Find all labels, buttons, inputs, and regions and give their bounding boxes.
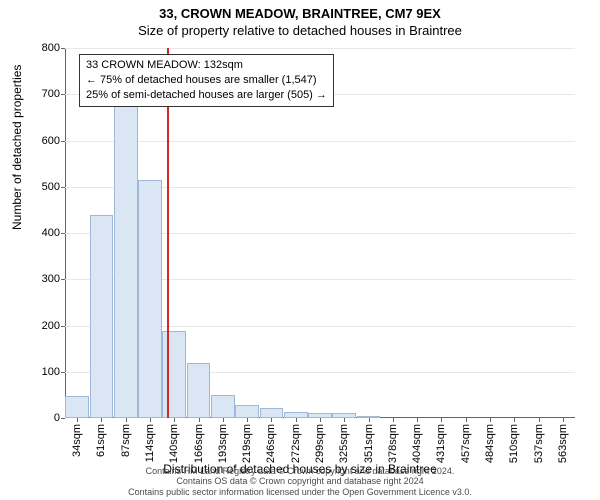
gridline bbox=[65, 48, 575, 49]
gridline bbox=[65, 141, 575, 142]
xtick-label: 510sqm bbox=[508, 424, 520, 463]
ytick-label: 0 bbox=[20, 412, 60, 424]
xtick-mark bbox=[344, 418, 345, 422]
xtick-label: 299sqm bbox=[314, 424, 326, 463]
xtick-mark bbox=[393, 418, 394, 422]
xtick-mark bbox=[223, 418, 224, 422]
histogram-bar bbox=[211, 395, 235, 418]
histogram-bar bbox=[65, 396, 89, 418]
xtick-mark bbox=[199, 418, 200, 422]
xtick-mark bbox=[441, 418, 442, 422]
xtick-mark bbox=[271, 418, 272, 422]
xtick-mark bbox=[101, 418, 102, 422]
xtick-label: 404sqm bbox=[411, 424, 423, 463]
histogram-bar bbox=[138, 180, 162, 418]
xtick-label: 272sqm bbox=[290, 424, 302, 463]
annotation-line: 25% of semi-detached houses are larger (… bbox=[86, 88, 327, 103]
histogram-bar bbox=[187, 363, 211, 419]
xtick-label: 193sqm bbox=[217, 424, 229, 463]
xtick-label: 61sqm bbox=[95, 424, 107, 457]
xtick-label: 431sqm bbox=[435, 424, 447, 463]
xtick-mark bbox=[150, 418, 151, 422]
histogram-bar bbox=[162, 331, 186, 418]
ytick-label: 700 bbox=[20, 88, 60, 100]
xtick-label: 537sqm bbox=[533, 424, 545, 463]
xtick-label: 457sqm bbox=[460, 424, 472, 463]
xtick-mark bbox=[320, 418, 321, 422]
plot-area: 33 CROWN MEADOW: 132sqm← 75% of detached… bbox=[65, 48, 575, 418]
ytick-label: 400 bbox=[20, 227, 60, 239]
xtick-label: 219sqm bbox=[241, 424, 253, 463]
xtick-mark bbox=[126, 418, 127, 422]
xtick-label: 246sqm bbox=[265, 424, 277, 463]
ytick-mark bbox=[61, 94, 65, 95]
xtick-label: 484sqm bbox=[484, 424, 496, 463]
xtick-label: 563sqm bbox=[557, 424, 569, 463]
ytick-label: 600 bbox=[20, 135, 60, 147]
xtick-mark bbox=[514, 418, 515, 422]
ytick-mark bbox=[61, 326, 65, 327]
title-main: 33, CROWN MEADOW, BRAINTREE, CM7 9EX bbox=[0, 0, 600, 21]
footer-line: Contains HM Land Registry data © Crown c… bbox=[0, 466, 600, 477]
footer-line: Contains OS data © Crown copyright and d… bbox=[0, 476, 600, 487]
ytick-mark bbox=[61, 48, 65, 49]
annotation-box: 33 CROWN MEADOW: 132sqm← 75% of detached… bbox=[79, 54, 334, 107]
ytick-label: 100 bbox=[20, 366, 60, 378]
footer-line: Contains public sector information licen… bbox=[0, 487, 600, 498]
ytick-label: 300 bbox=[20, 273, 60, 285]
ytick-mark bbox=[61, 418, 65, 419]
xtick-mark bbox=[563, 418, 564, 422]
xtick-mark bbox=[490, 418, 491, 422]
xtick-mark bbox=[174, 418, 175, 422]
histogram-bar bbox=[235, 405, 259, 418]
ytick-mark bbox=[61, 187, 65, 188]
attribution-footer: Contains HM Land Registry data © Crown c… bbox=[0, 466, 600, 498]
histogram-bar bbox=[114, 104, 138, 419]
histogram-bar bbox=[90, 215, 114, 418]
ytick-mark bbox=[61, 141, 65, 142]
xtick-label: 166sqm bbox=[193, 424, 205, 463]
ytick-mark bbox=[61, 372, 65, 373]
ytick-mark bbox=[61, 233, 65, 234]
xtick-mark bbox=[77, 418, 78, 422]
xtick-label: 34sqm bbox=[71, 424, 83, 457]
xtick-mark bbox=[296, 418, 297, 422]
xtick-label: 87sqm bbox=[120, 424, 132, 457]
xtick-mark bbox=[466, 418, 467, 422]
ytick-label: 800 bbox=[20, 42, 60, 54]
xtick-label: 114sqm bbox=[144, 424, 156, 462]
xtick-mark bbox=[247, 418, 248, 422]
xtick-label: 351sqm bbox=[363, 424, 375, 463]
ytick-label: 500 bbox=[20, 181, 60, 193]
xtick-mark bbox=[369, 418, 370, 422]
ytick-mark bbox=[61, 279, 65, 280]
histogram-bar bbox=[260, 408, 284, 418]
annotation-line: ← 75% of detached houses are smaller (1,… bbox=[86, 73, 327, 88]
ytick-label: 200 bbox=[20, 320, 60, 332]
xtick-mark bbox=[539, 418, 540, 422]
xtick-label: 325sqm bbox=[338, 424, 350, 463]
xtick-label: 378sqm bbox=[387, 424, 399, 463]
annotation-line: 33 CROWN MEADOW: 132sqm bbox=[86, 58, 327, 73]
xtick-mark bbox=[417, 418, 418, 422]
title-sub: Size of property relative to detached ho… bbox=[0, 21, 600, 38]
xtick-label: 140sqm bbox=[168, 424, 180, 463]
